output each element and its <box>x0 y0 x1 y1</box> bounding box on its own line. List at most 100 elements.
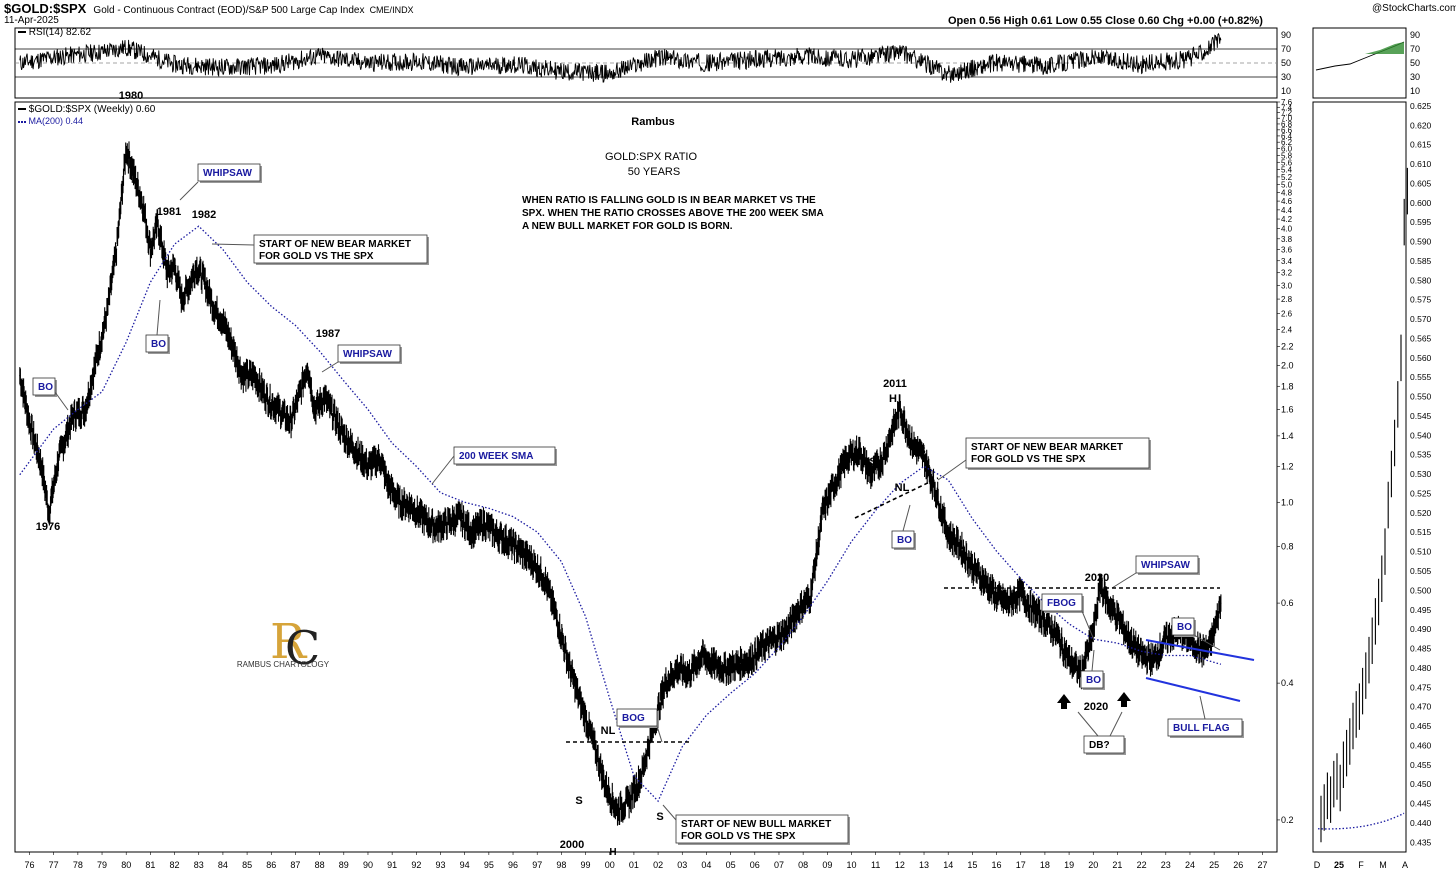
price-data-point <box>531 561 533 563</box>
whipsaw-2020-pointer <box>1111 572 1137 589</box>
price-data-point <box>241 375 243 377</box>
price-data-point <box>48 511 50 514</box>
bo-2024-pointer <box>1193 634 1221 651</box>
price-data-point <box>1032 609 1034 611</box>
price-data-point <box>28 421 31 423</box>
bo-2019-pointer <box>1091 649 1095 672</box>
price-data-point <box>483 522 485 524</box>
y-tick-label: 3.8 <box>1281 235 1293 244</box>
price-data-point <box>142 204 144 207</box>
whipsaw-1982-text: WHIPSAW <box>203 168 252 179</box>
bull-flag-label: BULL FLAG <box>1167 718 1244 738</box>
x-tick-label: 83 <box>194 860 204 870</box>
price-data-point <box>555 616 558 618</box>
whipsaw-1987: WHIPSAW <box>337 344 402 364</box>
inset-y-tick: 0.445 <box>1410 799 1432 809</box>
bull-flag-label-text: BULL FLAG <box>1173 723 1230 734</box>
db-pointer-left <box>1077 711 1099 737</box>
x-tick-label: 03 <box>677 860 687 870</box>
y-tick-label: 7.0 <box>1281 114 1293 123</box>
x-tick-label: 24 <box>1185 860 1195 870</box>
price-data-point <box>157 223 159 225</box>
x-tick-label: 85 <box>242 860 252 870</box>
bear-1983-pointer <box>211 243 255 246</box>
x-tick-label: 04 <box>701 860 711 870</box>
bo-2024-text: BO <box>1177 622 1192 633</box>
price-data-point <box>181 298 183 300</box>
bog-2002: BOG <box>616 708 659 728</box>
price-data-point <box>115 248 118 251</box>
x-tick-label: 07 <box>774 860 784 870</box>
price-data-point <box>422 518 425 520</box>
price-data-point <box>628 800 630 802</box>
inset-rsi-frame <box>1312 27 1407 99</box>
price-legend: $GOLD:$SPX (Weekly) 0.60 <box>18 104 155 115</box>
whipsaw-1987-box <box>337 344 401 363</box>
inset-panel-frame <box>1312 101 1407 853</box>
x-tick-label: 77 <box>49 860 59 870</box>
price-data-point <box>435 526 437 529</box>
nl-2012: NL <box>895 482 910 494</box>
rsi-tick-label: 70 <box>1281 44 1291 54</box>
price-data-point <box>749 659 751 661</box>
price-data-point <box>713 663 715 665</box>
x-tick-label: 99 <box>581 860 591 870</box>
bull-market-2002-box-text: FOR GOLD VS THE SPX <box>681 831 796 842</box>
price-data-point <box>1220 602 1222 604</box>
x-tick-label: 90 <box>363 860 373 870</box>
rsi-legend-icon <box>18 31 26 34</box>
price-data-point <box>277 408 280 411</box>
price-data-point <box>386 482 388 485</box>
price-data-point <box>333 415 335 417</box>
inset-y-tick: 0.545 <box>1410 411 1432 421</box>
whipsaw-2020-box <box>1135 555 1199 574</box>
y-tick-label: 3.2 <box>1281 269 1293 278</box>
bull-market-2002-box-text: START OF NEW BULL MARKET <box>681 819 831 830</box>
inset-x-tick: F <box>1358 860 1364 870</box>
inset-y-tick: 0.510 <box>1410 547 1432 557</box>
x-tick-label: 02 <box>653 860 663 870</box>
s-2012: S <box>918 445 925 457</box>
year-1981: 1981 <box>157 206 181 218</box>
y-tick-label: 4.0 <box>1281 225 1293 234</box>
explanation-line: A NEW BULL MARKET FOR GOLD IS BORN. <box>522 221 733 232</box>
inset-y-tick: 0.585 <box>1410 256 1432 266</box>
inset-x-tick: A <box>1402 860 1408 870</box>
x-tick-label: 15 <box>967 860 977 870</box>
inset-y-tick: 0.530 <box>1410 469 1432 479</box>
price-data-point <box>410 505 413 507</box>
bo-2012: BO <box>891 530 916 550</box>
price-data-point <box>459 516 461 518</box>
x-tick-label: 01 <box>629 860 639 870</box>
x-tick-label: 82 <box>170 860 180 870</box>
inset-y-tick: 0.565 <box>1410 333 1432 343</box>
fbog-pointer <box>1081 610 1095 641</box>
bull-flag-lower <box>1145 677 1241 702</box>
price-data-point <box>1068 659 1070 661</box>
author-label: Rambus <box>631 116 674 128</box>
bog-2002-text: BOG <box>622 713 645 724</box>
x-tick-label: 25 <box>1209 860 1219 870</box>
price-data-point <box>195 266 197 268</box>
whipsaw-1982-pointer <box>179 181 199 201</box>
price-data-point <box>664 682 666 684</box>
x-tick-label: 84 <box>218 860 228 870</box>
whipsaw-1987-pointer <box>321 361 339 373</box>
price-data-point <box>1213 630 1215 632</box>
bo-2012-text: BO <box>897 535 912 546</box>
inset-y-tick: 0.605 <box>1410 178 1432 188</box>
year-1982: 1982 <box>192 209 216 221</box>
price-data-point <box>543 577 546 579</box>
db-label-box <box>1083 735 1125 754</box>
price-data-point <box>299 391 301 393</box>
inset-price-bars <box>1320 167 1408 843</box>
price-data-point <box>57 457 60 459</box>
price-data-point <box>785 630 787 632</box>
price-data-point <box>379 457 381 459</box>
price-data-point <box>923 457 925 459</box>
x-tick-label: 22 <box>1137 860 1147 870</box>
y-tick-label: 0.4 <box>1281 678 1294 688</box>
rsi-line <box>19 32 1222 83</box>
bo-2024: BO <box>1171 617 1196 637</box>
